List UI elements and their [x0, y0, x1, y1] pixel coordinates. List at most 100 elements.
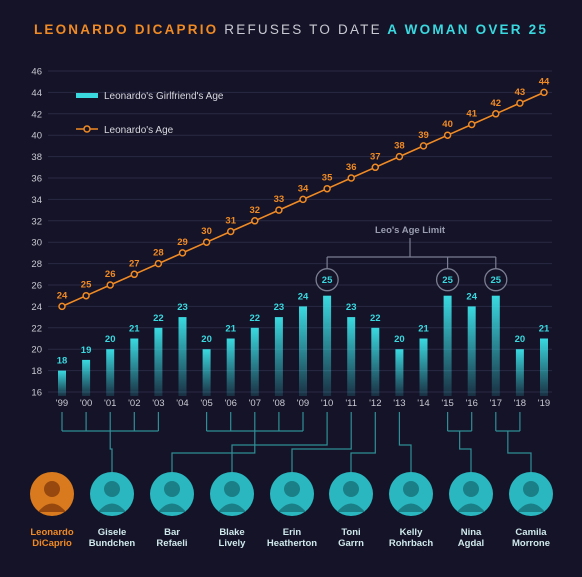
person-last-name: Heatherton [266, 538, 318, 549]
x-tick-label: '09 [297, 398, 309, 409]
person-last-name: DiCaprio [32, 538, 72, 549]
age-point [226, 227, 235, 236]
connector-path [291, 431, 352, 472]
x-tick-label: '03 [152, 398, 164, 409]
chart-title: LEONARDO DICAPRIO REFUSES TO DATE A WOMA… [0, 22, 582, 37]
bar-value-label: 23 [177, 302, 188, 313]
age-value-label: 29 [177, 237, 188, 248]
bar-value-label: 22 [370, 313, 381, 324]
x-tick-label: '08 [273, 398, 285, 409]
y-tick-label: 32 [31, 216, 42, 227]
age-value-label: 39 [418, 130, 429, 141]
x-tick-label: '07 [249, 398, 261, 409]
y-tick-label: 36 [31, 174, 42, 185]
person-name: Erin Heatherton [252, 527, 332, 549]
age-value-label: 28 [153, 248, 164, 259]
x-tick-label: '04 [176, 398, 188, 409]
legend-line-label: Leonardo's Age [104, 125, 174, 136]
connector-path [350, 431, 376, 472]
connector-path [398, 431, 412, 472]
age-point [178, 249, 187, 257]
bar-value-label: 20 [394, 334, 405, 345]
connector-path [507, 431, 532, 472]
y-tick-label: 34 [31, 195, 42, 206]
bar [178, 317, 187, 396]
avatar-body [337, 503, 365, 512]
connector-path [231, 431, 328, 472]
person-name: Nina Agdal [431, 527, 511, 549]
y-tick-label: 22 [31, 323, 42, 334]
age-point [395, 152, 404, 161]
connector-path [109, 431, 113, 472]
age-point [371, 163, 380, 172]
y-tick-label: 16 [31, 388, 42, 399]
age-point [299, 195, 307, 204]
age-value-label: 42 [491, 98, 502, 109]
person-name: Gisele Bundchen [72, 527, 152, 549]
age-point [419, 142, 428, 150]
bar [347, 317, 356, 396]
bar-value-label: 21 [418, 324, 429, 335]
age-value-label: 27 [129, 258, 140, 269]
bar-value-label: 20 [201, 334, 212, 345]
person-name: Bar Refaeli [132, 527, 212, 549]
bar-value-label: 23 [346, 302, 357, 313]
connector-path [171, 431, 256, 472]
x-tick-label: '00 [80, 398, 92, 409]
age-point [154, 259, 163, 268]
bar [250, 327, 259, 396]
avatar-body [397, 503, 425, 512]
y-tick-label: 26 [31, 281, 42, 292]
age-value-label: 34 [298, 183, 309, 194]
x-tick-label: '13 [393, 398, 405, 409]
x-tick-label: '15 [441, 398, 453, 409]
age-point [58, 302, 66, 311]
avatar-head [463, 481, 479, 497]
bar [299, 306, 307, 396]
person-first-name: Gisele [97, 527, 127, 538]
bar [491, 295, 500, 396]
legend-bar-label: Leonardo's Girlfriend's Age [104, 91, 224, 102]
legend-line-marker [83, 125, 91, 133]
title-part-3: A WOMAN OVER 25 [387, 22, 549, 37]
age-value-label: 37 [370, 151, 381, 162]
title-part-1: LEONARDO DICAPRIO [33, 22, 219, 37]
person-last-name: Agdal [457, 538, 485, 549]
bar [443, 295, 452, 396]
bar [515, 349, 524, 396]
bar-value-label: 25 [442, 275, 453, 286]
y-tick-label: 24 [31, 302, 42, 313]
age-value-label: 25 [81, 280, 92, 291]
age-point [275, 206, 283, 214]
age-value-label: 26 [105, 269, 116, 280]
bar [130, 338, 139, 396]
age-value-label: 32 [250, 205, 261, 216]
bar [106, 349, 115, 396]
bar [371, 327, 380, 396]
person-last-name: Refaeli [156, 538, 188, 549]
bar-value-label: 23 [274, 302, 285, 313]
connector-path [459, 431, 472, 472]
bar [82, 359, 91, 396]
bar [323, 295, 332, 396]
bar-value-label: 20 [105, 334, 116, 345]
avatar-head [104, 481, 120, 497]
x-tick-label: '01 [104, 398, 116, 409]
avatar-body [457, 503, 485, 512]
x-tick-label: '99 [56, 398, 68, 409]
bar-value-label: 24 [298, 291, 309, 302]
bar-value-label: 22 [250, 313, 261, 324]
y-tick-label: 38 [31, 152, 42, 163]
avatar-head [164, 481, 180, 497]
person-name: Camila Morrone [491, 527, 571, 549]
x-tick-label: '10 [321, 398, 333, 409]
age-value-label: 36 [346, 162, 357, 173]
x-tick-label: '17 [490, 398, 502, 409]
age-value-label: 40 [442, 119, 453, 130]
y-tick-label: 40 [31, 131, 42, 142]
age-point [202, 238, 211, 246]
bar-value-label: 20 [515, 334, 526, 345]
age-value-label: 35 [322, 173, 333, 184]
person-name: Leonardo DiCaprio [12, 527, 92, 549]
